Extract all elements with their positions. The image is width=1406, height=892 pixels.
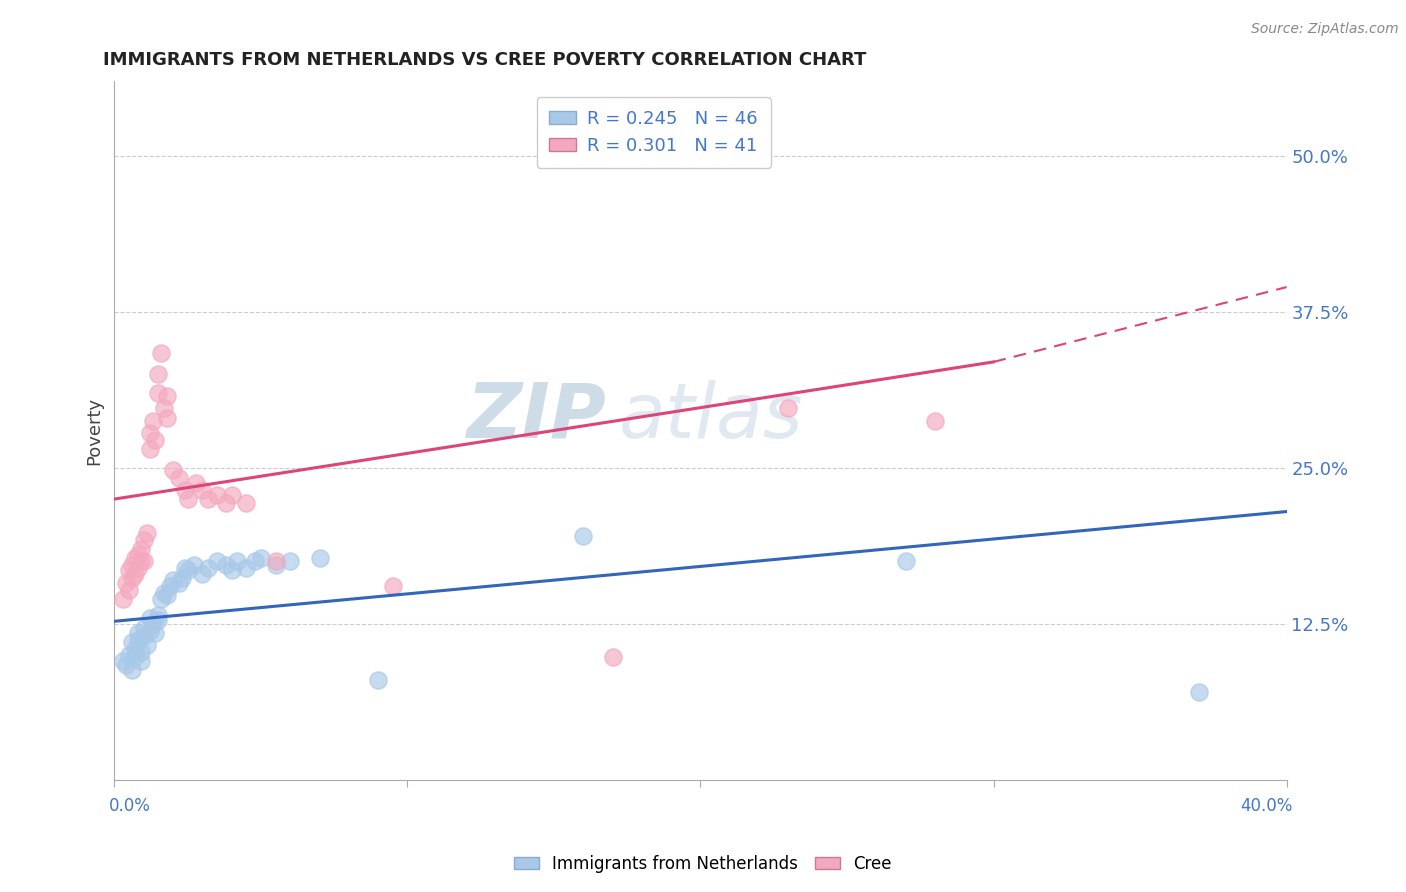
Point — [115, 575, 138, 590]
Point — [205, 488, 228, 502]
Point — [894, 554, 917, 568]
Point — [170, 571, 193, 585]
Y-axis label: Poverty: Poverty — [86, 396, 103, 465]
Point — [124, 650, 146, 665]
Point — [153, 585, 176, 599]
Point — [221, 563, 243, 577]
Point — [132, 554, 155, 568]
Point — [132, 629, 155, 643]
Point — [176, 563, 198, 577]
Point — [215, 558, 238, 573]
Legend: Immigrants from Netherlands, Cree: Immigrants from Netherlands, Cree — [508, 848, 898, 880]
Point — [138, 610, 160, 624]
Point — [205, 554, 228, 568]
Point — [129, 554, 152, 568]
Point — [264, 558, 287, 573]
Point — [121, 571, 143, 585]
Point — [278, 554, 301, 568]
Point — [162, 573, 184, 587]
Point — [150, 346, 173, 360]
Point — [264, 554, 287, 568]
Point — [191, 483, 214, 498]
Point — [112, 654, 135, 668]
Point — [141, 413, 163, 427]
Point — [197, 560, 219, 574]
Text: 40.0%: 40.0% — [1240, 797, 1292, 815]
Point — [145, 625, 167, 640]
Point — [150, 591, 173, 606]
Point — [115, 657, 138, 672]
Point — [381, 579, 404, 593]
Text: ZIP: ZIP — [467, 379, 607, 453]
Point — [572, 529, 595, 543]
Point — [135, 638, 157, 652]
Point — [135, 525, 157, 540]
Point — [176, 492, 198, 507]
Point — [132, 620, 155, 634]
Point — [124, 566, 146, 581]
Point — [602, 650, 624, 665]
Point — [124, 550, 146, 565]
Point — [167, 471, 190, 485]
Point — [221, 488, 243, 502]
Point — [173, 483, 195, 498]
Point — [924, 413, 946, 427]
Point — [153, 401, 176, 415]
Point — [159, 579, 181, 593]
Text: 0.0%: 0.0% — [108, 797, 150, 815]
Point — [145, 434, 167, 448]
Point — [121, 635, 143, 649]
Text: Source: ZipAtlas.com: Source: ZipAtlas.com — [1251, 22, 1399, 37]
Point — [1188, 685, 1211, 699]
Point — [197, 492, 219, 507]
Point — [112, 591, 135, 606]
Point — [167, 575, 190, 590]
Point — [124, 641, 146, 656]
Point — [138, 624, 160, 639]
Point — [138, 442, 160, 457]
Point — [156, 388, 179, 402]
Point — [127, 625, 149, 640]
Point — [173, 560, 195, 574]
Point — [186, 475, 208, 490]
Point — [118, 563, 141, 577]
Point — [121, 558, 143, 573]
Point — [308, 550, 330, 565]
Point — [141, 616, 163, 631]
Point — [243, 554, 266, 568]
Point — [250, 550, 273, 565]
Text: atlas: atlas — [619, 379, 803, 453]
Point — [235, 496, 257, 510]
Point — [215, 496, 238, 510]
Point — [138, 425, 160, 440]
Point — [235, 560, 257, 574]
Point — [367, 673, 389, 687]
Point — [148, 386, 170, 401]
Legend: R = 0.245   N = 46, R = 0.301   N = 41: R = 0.245 N = 46, R = 0.301 N = 41 — [537, 97, 770, 168]
Point — [118, 648, 141, 662]
Point — [127, 632, 149, 647]
Point — [156, 588, 179, 602]
Point — [183, 558, 205, 573]
Point — [129, 654, 152, 668]
Point — [162, 463, 184, 477]
Point — [156, 411, 179, 425]
Point — [148, 608, 170, 623]
Point — [118, 583, 141, 598]
Point — [778, 401, 800, 415]
Point — [148, 368, 170, 382]
Point — [129, 645, 152, 659]
Text: IMMIGRANTS FROM NETHERLANDS VS CREE POVERTY CORRELATION CHART: IMMIGRANTS FROM NETHERLANDS VS CREE POVE… — [103, 51, 866, 69]
Point — [191, 566, 214, 581]
Point — [132, 533, 155, 548]
Point — [127, 560, 149, 574]
Point — [148, 613, 170, 627]
Point — [226, 554, 249, 568]
Point — [121, 663, 143, 677]
Point — [127, 548, 149, 562]
Point — [129, 541, 152, 556]
